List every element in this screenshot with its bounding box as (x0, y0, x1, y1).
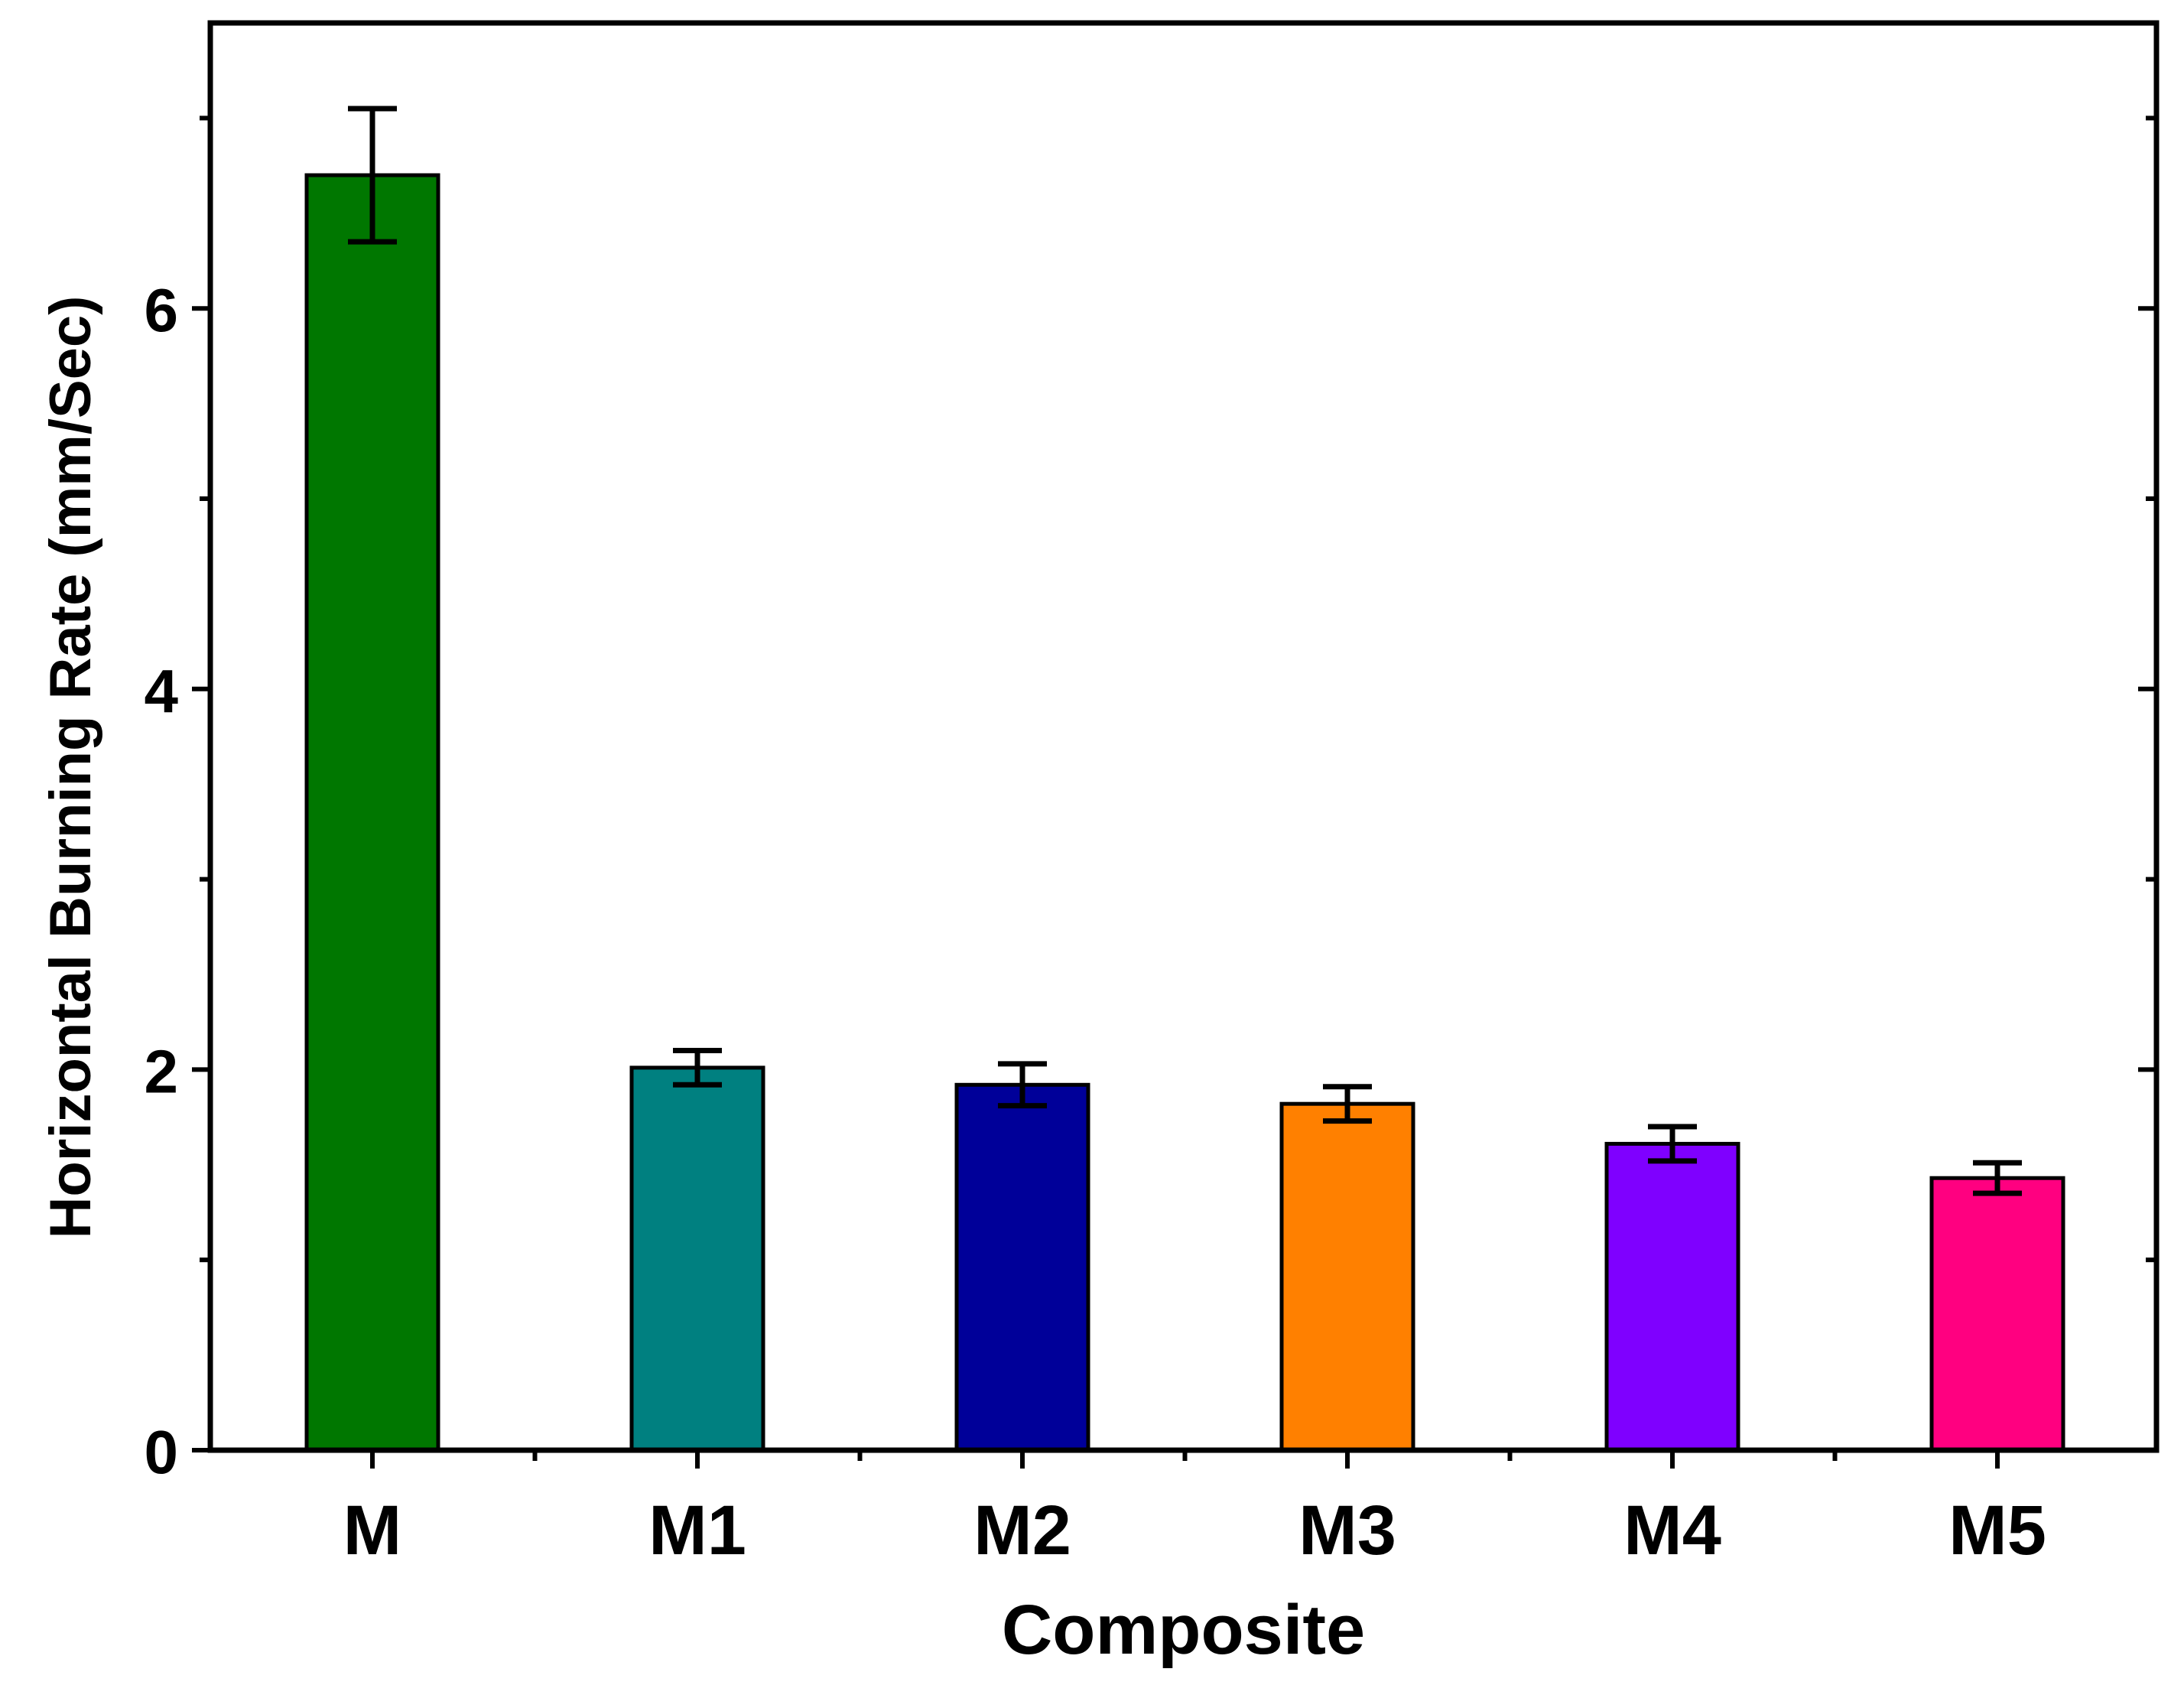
x-tick-label-m: M (343, 1491, 402, 1570)
error-bar-m1 (673, 1048, 722, 1088)
y-tick-label-0: 0 (145, 1418, 179, 1486)
x-tick-label-m4: M4 (1623, 1491, 1721, 1570)
x-tick-label-m1: M1 (648, 1491, 746, 1570)
error-bar-m4 (1648, 1124, 1697, 1164)
y-tick-label-4: 4 (145, 657, 179, 725)
error-bar-m2 (998, 1061, 1047, 1109)
bar-m2 (954, 1082, 1090, 1452)
tick-labels-layer: M M1 M2 M3 M4 M5 0 2 4 6 (145, 276, 2046, 1570)
x-tick-label-m2: M2 (973, 1491, 1071, 1570)
bar-m1 (629, 1065, 765, 1452)
y-axis-title: Horizontal Burning Rate (mm/Sec) (38, 296, 103, 1239)
x-axis-title: Composite (1002, 1591, 1365, 1669)
y-tick-label-2: 2 (145, 1037, 179, 1105)
y-tick-label-6: 6 (145, 276, 179, 344)
bar-m4 (1604, 1141, 1740, 1452)
error-bar-m (348, 106, 397, 245)
bars-layer (304, 173, 2065, 1452)
plot-frame (207, 20, 2160, 1453)
error-bar-m3 (1323, 1084, 1372, 1124)
bar-m (304, 173, 440, 1452)
bar-m5 (1929, 1176, 2065, 1452)
x-tick-label-m5: M5 (1948, 1491, 2046, 1570)
ticks-layer (192, 115, 2156, 1469)
x-tick-label-m3: M3 (1298, 1491, 1396, 1570)
bar-m3 (1279, 1101, 1415, 1452)
error-bars-layer (348, 106, 2022, 1196)
error-bar-m5 (1973, 1160, 2022, 1196)
